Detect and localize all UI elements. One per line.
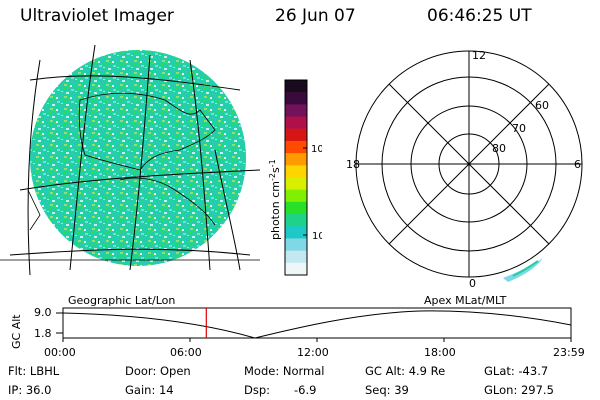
- sequence-info: Seq: 39: [365, 383, 409, 397]
- mlt-label-18: 18: [346, 158, 360, 171]
- timeline-tick-0: 00:00: [44, 346, 76, 359]
- ip-info: IP: 36.0: [8, 383, 52, 397]
- gain-info: Gain: 14: [125, 383, 174, 397]
- dsp-value: -6.9: [294, 383, 317, 397]
- timeline-axis-label: GC Alt: [10, 314, 23, 349]
- polar-plot: 12 18 6 0 60 70 80: [346, 49, 583, 290]
- colorbar: 100 10 photon cm-2s-1: [268, 79, 322, 276]
- observation-date: 26 Jun 07: [275, 6, 356, 26]
- observation-time: 06:46:25 UT: [427, 6, 532, 26]
- mlt-label-6: 6: [574, 158, 581, 171]
- colorbar-cell: [285, 153, 307, 166]
- colorbar-cell: [285, 165, 307, 178]
- colorbar-tick-100: 100: [311, 144, 322, 155]
- colorbar-gradient: [285, 80, 307, 276]
- timeline-tick-3: 18:00: [424, 346, 456, 359]
- colorbar-cell: [285, 104, 307, 118]
- colorbar-cell: [285, 226, 307, 239]
- right-panel-title: Apex MLat/MLT: [424, 294, 507, 307]
- colorbar-cell: [285, 128, 307, 142]
- left-panel-title: Geographic Lat/Lon: [68, 294, 176, 307]
- colorbar-cell: [285, 250, 307, 264]
- instrument-title: Ultraviolet Imager: [20, 6, 174, 26]
- timeline-tick-1: 06:00: [170, 346, 202, 359]
- altitude-timeline: GC Alt 9.0 1.8: [10, 306, 572, 349]
- auroral-image-panel: [0, 44, 260, 276]
- dsp-label: Dsp:: [244, 383, 271, 397]
- colorbar-cell: [285, 80, 307, 93]
- glat-info: GLat: -43.7: [484, 364, 549, 378]
- colorbar-cell: [285, 201, 307, 215]
- mlat-label-60: 60: [535, 99, 549, 112]
- timeline-tick-2: 12:00: [297, 346, 329, 359]
- mlat-label-70: 70: [512, 122, 526, 135]
- altitude-curve: [62, 310, 572, 339]
- colorbar-cell: [285, 262, 307, 276]
- timeline-frame: [62, 307, 572, 339]
- glon-info: GLon: 297.5: [484, 383, 554, 397]
- colorbar-tick-10: 10: [312, 231, 322, 242]
- colorbar-cell: [285, 238, 307, 252]
- colorbar-cell: [285, 116, 307, 130]
- colorbar-unit-label: photon cm-2s-1: [268, 159, 282, 240]
- mode-info: Mode: Normal: [244, 364, 325, 378]
- earth-disk: [30, 50, 246, 266]
- coastline: [78, 92, 216, 171]
- dsp-info: Dsp: -6.9: [244, 383, 316, 397]
- colorbar-cell: [285, 214, 307, 227]
- timeline-y-min: 1.8: [34, 327, 52, 340]
- mlt-label-12: 12: [472, 49, 486, 62]
- door-info: Door: Open: [125, 364, 191, 378]
- timeline-y-max: 9.0: [34, 306, 52, 319]
- mlt-label-0: 0: [469, 277, 476, 290]
- mlat-label-80: 80: [492, 142, 506, 155]
- timeline-tick-4: 23:59: [553, 346, 585, 359]
- colorbar-cell: [285, 92, 307, 105]
- filter-info: Flt: LBHL: [8, 364, 60, 378]
- colorbar-cell: [285, 189, 307, 203]
- colorbar-cell: [285, 177, 307, 191]
- lat-lon-grid: [9, 44, 260, 276]
- gc-alt-info: GC Alt: 4.9 Re: [365, 364, 446, 378]
- colorbar-cell: [285, 140, 307, 154]
